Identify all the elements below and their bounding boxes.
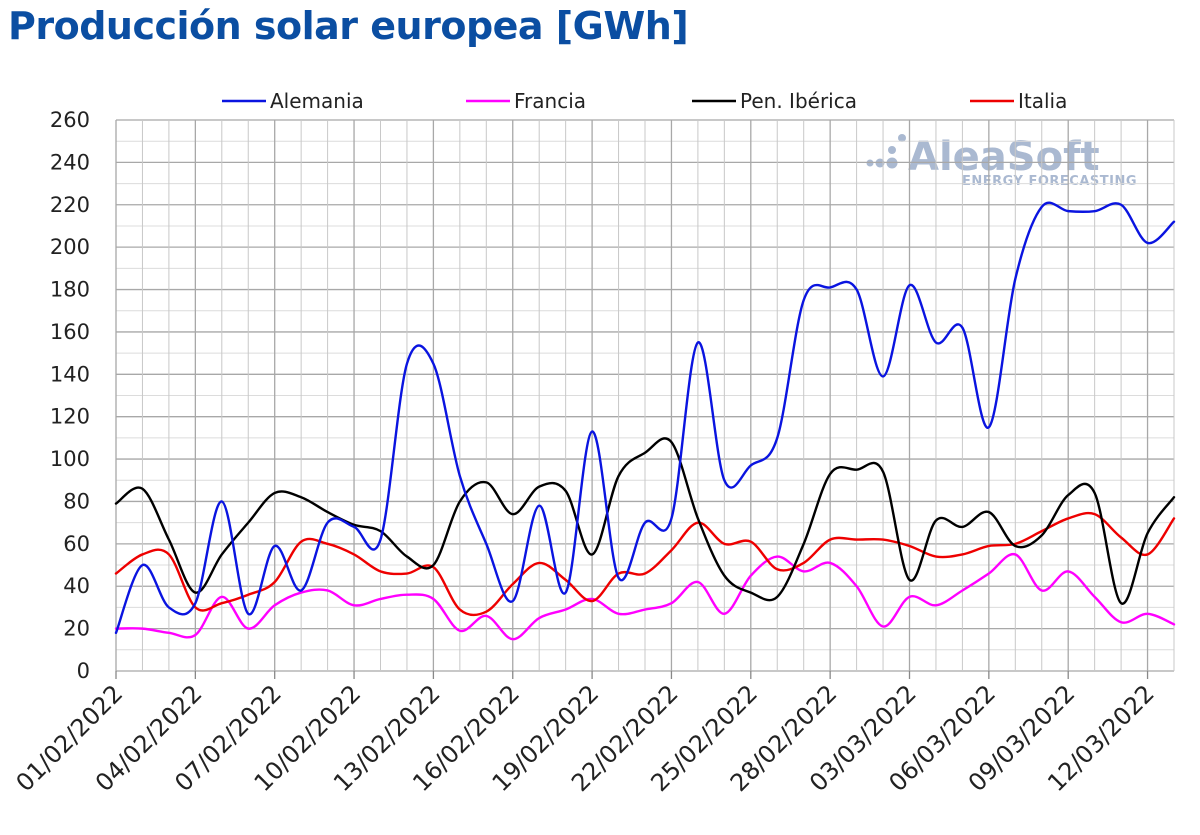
series-line-francia: [114, 553, 1176, 641]
aleasoft-logo-icon: [866, 134, 906, 169]
y-tick-label: 60: [63, 532, 90, 556]
legend-label-italia: Italia: [1018, 89, 1067, 113]
y-tick-label: 260: [50, 108, 90, 132]
y-tick-label: 180: [50, 278, 90, 302]
chart-title: Producción solar europea [GWh]: [8, 4, 689, 48]
y-tick-label: 200: [50, 235, 90, 259]
grid: [115, 119, 1175, 672]
series-line-alemania: [114, 201, 1176, 635]
y-tick-label: 40: [63, 574, 90, 598]
y-tick-label: 20: [63, 617, 90, 641]
series-line-pen-ib-rica: [114, 437, 1176, 605]
y-tick-label: 80: [63, 489, 90, 513]
series-lines: [114, 201, 1176, 641]
series-line-italia: [114, 511, 1176, 617]
y-tick-label: 0: [77, 659, 90, 683]
y-tick-label: 240: [50, 150, 90, 174]
aleasoft-watermark: AleaSoft ENERGY FORECASTING: [866, 134, 1137, 189]
watermark-tagline: ENERGY FORECASTING: [962, 174, 1137, 189]
y-tick-label: 100: [50, 447, 90, 471]
legend-label-alemania: Alemania: [270, 89, 364, 113]
y-tick-label: 160: [50, 320, 90, 344]
legend-label-pen-ib-rica: Pen. Ibérica: [740, 89, 857, 113]
y-tick-label: 220: [50, 193, 90, 217]
legend-label-francia: Francia: [514, 89, 586, 113]
y-tick-label: 140: [50, 362, 90, 386]
y-tick-label: 120: [50, 405, 90, 429]
legend: Alemania Francia Pen. Ibérica Italia: [222, 89, 1067, 113]
